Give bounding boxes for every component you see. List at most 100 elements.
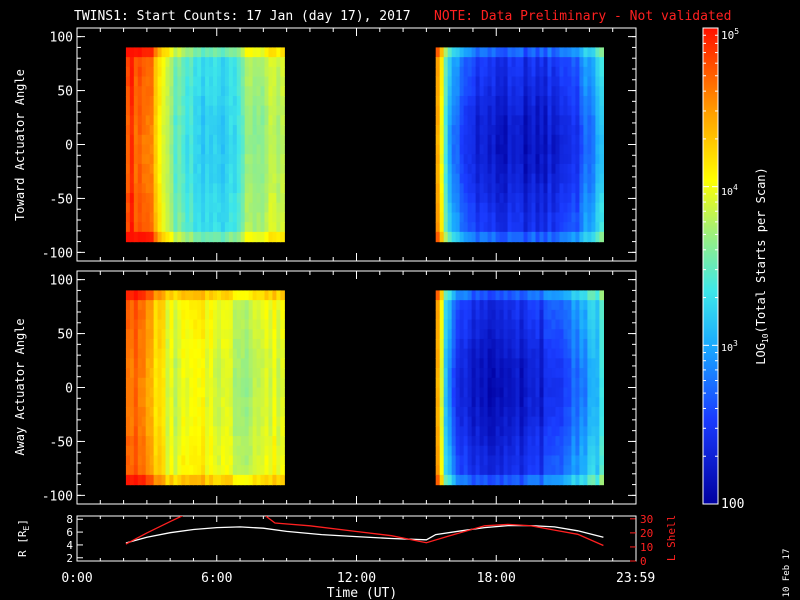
toward-heatmap-cell bbox=[483, 144, 489, 155]
away-heatmap-cell bbox=[220, 309, 226, 321]
away-heatmap-cell bbox=[129, 416, 135, 427]
toward-heatmap-cell bbox=[591, 105, 596, 116]
away-heatmap-cell bbox=[535, 368, 541, 379]
away-heatmap-cell bbox=[595, 377, 600, 389]
away-heatmap-cell bbox=[189, 465, 194, 476]
toward-heatmap-cell bbox=[559, 231, 565, 243]
toward-heatmap-cell bbox=[527, 134, 533, 146]
toward-heatmap-cell bbox=[451, 222, 457, 233]
away-heatmap-cell bbox=[443, 436, 449, 447]
away-heatmap-cell bbox=[209, 455, 214, 466]
away-heatmap-cell bbox=[197, 358, 202, 369]
toward-heatmap-cell bbox=[228, 66, 234, 78]
toward-heatmap-cell bbox=[551, 154, 557, 165]
toward-heatmap-cell bbox=[467, 115, 473, 126]
away-heatmap-cell bbox=[185, 436, 190, 447]
away-heatmap-cell bbox=[443, 377, 449, 389]
toward-heatmap-cell bbox=[587, 105, 593, 116]
toward-heatmap-cell bbox=[264, 202, 270, 214]
away-heatmap-cell bbox=[531, 436, 537, 447]
away-heatmap-cell bbox=[181, 416, 186, 427]
toward-heatmap-cell bbox=[173, 183, 178, 194]
away-heatmap-cell bbox=[157, 300, 163, 311]
away-heatmap-cell bbox=[248, 445, 254, 457]
toward-heatmap-cell bbox=[591, 154, 596, 165]
away-heatmap-cell bbox=[268, 319, 274, 330]
toward-heatmap-cell bbox=[499, 86, 505, 97]
toward-heatmap-cell bbox=[205, 144, 210, 155]
toward-heatmap-cell bbox=[169, 86, 175, 97]
away-heatmap-cell bbox=[599, 474, 604, 486]
away-heatmap-cell bbox=[268, 465, 274, 476]
away-heatmap-cell bbox=[260, 358, 266, 369]
away-heatmap-cell bbox=[523, 309, 529, 321]
toward-heatmap-cell bbox=[165, 125, 171, 136]
toward-heatmap-cell bbox=[463, 144, 469, 155]
toward-heatmap-cell bbox=[264, 47, 270, 58]
away-heatmap-cell bbox=[181, 397, 186, 408]
toward-heatmap-cell bbox=[236, 115, 242, 126]
toward-heatmap-cell bbox=[467, 144, 473, 155]
away-heatmap-cell bbox=[197, 445, 202, 457]
away-heatmap-cell bbox=[137, 368, 143, 379]
toward-heatmap-cell bbox=[161, 202, 167, 214]
toward-heatmap-cell bbox=[173, 231, 178, 243]
away-heatmap-cell bbox=[435, 290, 441, 301]
away-heatmap-cell bbox=[483, 455, 489, 466]
away-heatmap-cell bbox=[471, 387, 477, 398]
away-heatmap-cell bbox=[280, 368, 285, 379]
toward-heatmap-cell bbox=[463, 76, 469, 87]
away-heatmap-cell bbox=[595, 387, 600, 398]
away-heatmap-cell bbox=[599, 338, 604, 350]
away-heatmap-cell bbox=[543, 309, 549, 321]
toward-heatmap-cell bbox=[447, 193, 453, 204]
away-heatmap-cell bbox=[591, 397, 596, 408]
toward-heatmap-cell bbox=[165, 105, 171, 116]
toward-heatmap-cell bbox=[587, 47, 593, 58]
toward-heatmap-cell bbox=[185, 86, 190, 97]
toward-heatmap-cell bbox=[264, 95, 270, 107]
toward-heatmap-cell bbox=[137, 115, 143, 126]
toward-heatmap-cell bbox=[189, 183, 194, 194]
away-heatmap-cell bbox=[519, 290, 525, 301]
away-heatmap-cell bbox=[599, 445, 604, 457]
toward-heatmap-cell bbox=[193, 95, 198, 107]
away-heatmap-cell bbox=[483, 358, 489, 369]
toward-heatmap-cell bbox=[527, 222, 533, 233]
toward-heatmap-cell bbox=[491, 154, 497, 165]
away-heatmap-cell bbox=[153, 300, 159, 311]
away-heatmap-cell bbox=[193, 387, 198, 398]
away-heatmap-cell bbox=[511, 338, 517, 350]
away-heatmap-cell bbox=[216, 445, 222, 457]
away-heatmap-cell bbox=[264, 368, 270, 379]
away-heatmap-cell bbox=[463, 387, 469, 398]
away-heatmap-cell bbox=[125, 426, 131, 437]
away-heatmap-cell bbox=[595, 348, 600, 359]
away-heatmap-cell bbox=[495, 416, 501, 427]
away-heatmap-cell bbox=[527, 290, 533, 301]
toward-heatmap-cell bbox=[268, 66, 274, 78]
away-heatmap-cell bbox=[161, 319, 167, 330]
toward-heatmap-cell bbox=[439, 144, 445, 155]
away-heatmap-cell bbox=[232, 377, 238, 389]
away-heatmap-cell bbox=[236, 387, 242, 398]
toward-heatmap-cell bbox=[539, 202, 545, 214]
away-heatmap-cell bbox=[256, 387, 262, 398]
toward-heatmap-cell bbox=[185, 154, 190, 165]
toward-heatmap-cell bbox=[161, 193, 167, 204]
away-heatmap-cell bbox=[451, 309, 457, 321]
away-heatmap-cell bbox=[145, 445, 151, 457]
toward-heatmap-cell bbox=[559, 163, 565, 175]
toward-heatmap-cell bbox=[475, 86, 481, 97]
away-heatmap-cell bbox=[209, 377, 214, 389]
toward-heatmap-cell bbox=[252, 222, 258, 233]
away-heatmap-cell bbox=[475, 455, 481, 466]
toward-heatmap-cell bbox=[539, 115, 545, 126]
toward-heatmap-cell bbox=[220, 222, 226, 233]
toward-heatmap-cell bbox=[137, 47, 143, 58]
away-heatmap-cell bbox=[252, 406, 258, 418]
toward-heatmap-cell bbox=[169, 222, 175, 233]
away-heatmap-cell bbox=[559, 455, 565, 466]
toward-heatmap-cell bbox=[519, 231, 525, 243]
away-heatmap-cell bbox=[455, 465, 461, 476]
